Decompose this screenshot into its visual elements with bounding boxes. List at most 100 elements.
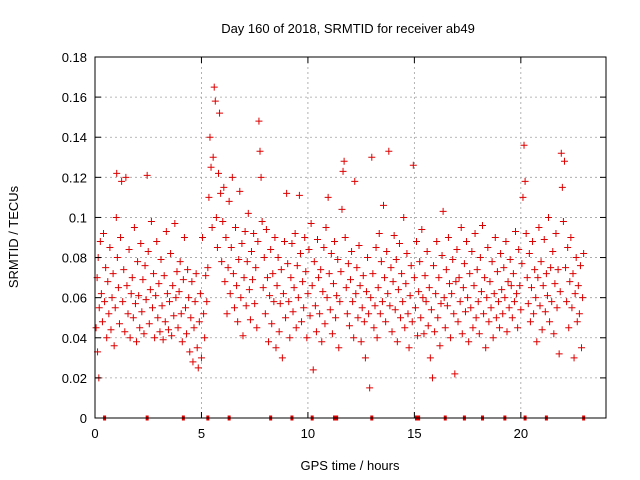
data-point — [441, 324, 449, 332]
data-point — [341, 234, 349, 241]
data-point — [400, 213, 408, 221]
data-point — [332, 314, 340, 322]
data-point — [573, 318, 581, 326]
data-point — [399, 298, 407, 306]
data-point — [560, 157, 568, 165]
data-point — [491, 234, 499, 241]
data-point — [201, 334, 209, 342]
data-point — [456, 298, 464, 306]
data-point — [342, 284, 350, 292]
data-point — [284, 260, 292, 268]
data-point — [206, 133, 214, 141]
data-point — [517, 306, 525, 314]
data-point — [521, 177, 529, 185]
data-point — [223, 310, 231, 318]
y-tick-label: 0.06 — [62, 291, 87, 306]
data-point — [492, 314, 500, 322]
data-point — [428, 374, 436, 382]
data-point — [283, 189, 291, 197]
data-point — [459, 284, 467, 292]
data-point — [209, 153, 217, 161]
data-point — [364, 254, 372, 262]
data-point — [246, 316, 254, 324]
data-point — [514, 324, 522, 332]
data-point — [110, 342, 118, 350]
data-point — [300, 304, 308, 312]
data-point — [414, 332, 422, 340]
data-point — [360, 318, 368, 326]
data-point — [125, 246, 133, 254]
data-point — [321, 320, 329, 328]
data-point — [395, 240, 403, 248]
data-point — [252, 264, 260, 272]
data-point — [392, 256, 400, 264]
data-point — [217, 189, 225, 197]
data-point — [580, 250, 588, 258]
data-point — [306, 312, 314, 320]
data-point — [178, 338, 186, 346]
data-point — [340, 157, 348, 165]
data-point — [411, 304, 419, 312]
data-point — [537, 258, 545, 266]
data-point — [408, 318, 416, 326]
data-point — [449, 256, 457, 264]
data-point — [227, 244, 235, 252]
data-point — [114, 284, 122, 292]
data-point — [541, 308, 549, 316]
data-point — [374, 284, 382, 292]
data-point — [113, 169, 121, 177]
data-point — [277, 266, 285, 274]
data-point — [232, 223, 240, 231]
data-point — [337, 268, 345, 276]
y-tick-label: 0.04 — [62, 331, 87, 346]
data-point — [535, 223, 543, 231]
data-point — [192, 270, 200, 278]
data-point — [112, 213, 120, 221]
data-point — [162, 227, 170, 235]
data-point — [108, 294, 116, 302]
data-point — [398, 270, 406, 278]
data-point — [249, 276, 257, 284]
data-point — [527, 284, 535, 292]
x-tick-label: 20 — [514, 426, 528, 441]
data-point — [485, 318, 493, 326]
data-point — [434, 314, 442, 322]
data-point — [486, 278, 494, 286]
data-point — [298, 318, 306, 326]
data-point — [417, 314, 425, 322]
data-point — [104, 278, 112, 286]
data-point — [180, 234, 188, 241]
data-point — [571, 290, 579, 298]
data-point — [207, 163, 215, 171]
data-point — [92, 324, 100, 332]
data-point — [233, 282, 241, 290]
data-point — [538, 326, 546, 334]
data-point — [388, 328, 396, 336]
data-point — [272, 344, 280, 352]
data-point — [356, 282, 364, 290]
data-point — [522, 229, 530, 237]
data-point — [416, 258, 424, 266]
data-point — [568, 304, 576, 312]
data-point — [274, 254, 282, 262]
data-point — [381, 274, 389, 282]
data-point — [95, 304, 103, 312]
data-point — [146, 286, 154, 294]
data-point — [461, 308, 469, 316]
data-point — [183, 330, 191, 338]
data-point — [500, 264, 508, 272]
data-point — [545, 213, 553, 221]
data-point — [515, 246, 523, 254]
data-point — [307, 219, 315, 227]
data-point — [352, 290, 360, 298]
data-point — [179, 276, 187, 284]
data-point — [354, 314, 362, 322]
data-point — [390, 231, 398, 239]
data-point — [382, 318, 390, 326]
data-points — [92, 83, 588, 392]
data-point — [170, 312, 178, 320]
data-point — [315, 274, 323, 282]
data-point — [324, 193, 332, 201]
data-point — [304, 290, 312, 298]
data-point — [294, 294, 302, 302]
